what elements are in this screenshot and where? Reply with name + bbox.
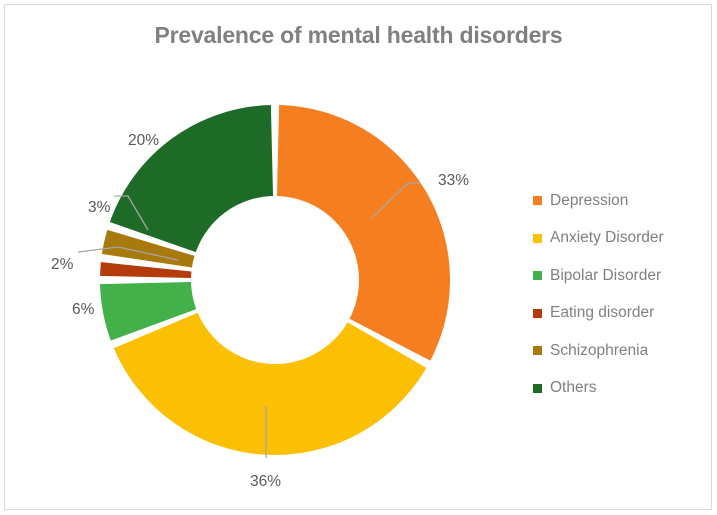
data-label-eating: 2%	[51, 256, 74, 273]
data-label-schizophrenia: 3%	[88, 199, 111, 216]
legend-swatch-icon	[533, 308, 542, 318]
legend-item-label: Others	[550, 379, 597, 397]
donut-slice[interactable]	[276, 105, 450, 361]
data-label-others: 20%	[128, 132, 160, 149]
legend-swatch-icon	[533, 346, 542, 356]
legend-item-label: Eating disorder	[550, 304, 655, 322]
legend-item-label: Bipolar Disorder	[550, 266, 662, 284]
legend-item[interactable]: Depression	[533, 182, 703, 220]
donut-slice[interactable]	[100, 262, 192, 279]
legend-item-label: Depression	[550, 191, 629, 209]
data-label-depression: 33%	[438, 172, 470, 189]
data-label-anxiety: 36%	[250, 473, 282, 490]
data-label-bipolar: 6%	[72, 301, 95, 318]
legend-item[interactable]: Eating disorder	[533, 295, 703, 333]
legend-swatch-icon	[533, 383, 542, 393]
donut-slice[interactable]	[113, 312, 427, 455]
donut-slice[interactable]	[109, 105, 274, 253]
legend-swatch-icon	[533, 233, 542, 243]
legend-item[interactable]: Bipolar Disorder	[533, 257, 703, 295]
legend-item[interactable]: Schizophrenia	[533, 332, 703, 370]
leader-line-eating	[77, 246, 179, 261]
leader-line-schizophrenia	[114, 195, 149, 231]
donut-slice[interactable]	[100, 281, 197, 341]
legend-item-label: Anxiety Disorder	[550, 229, 664, 247]
donut-slice-group	[100, 105, 450, 455]
legend-item[interactable]: Others	[533, 370, 703, 408]
legend-swatch-icon	[533, 271, 542, 281]
chart-title: Prevalence of mental health disorders	[154, 22, 563, 48]
legend-swatch-icon	[533, 196, 542, 206]
leader-line-group	[77, 182, 420, 458]
legend-item-label: Schizophrenia	[550, 341, 649, 359]
chart-legend: Depression Anxiety Disorder Bipolar Diso…	[533, 182, 703, 407]
leader-line-depression	[371, 182, 420, 219]
legend-item[interactable]: Anxiety Disorder	[533, 220, 703, 258]
